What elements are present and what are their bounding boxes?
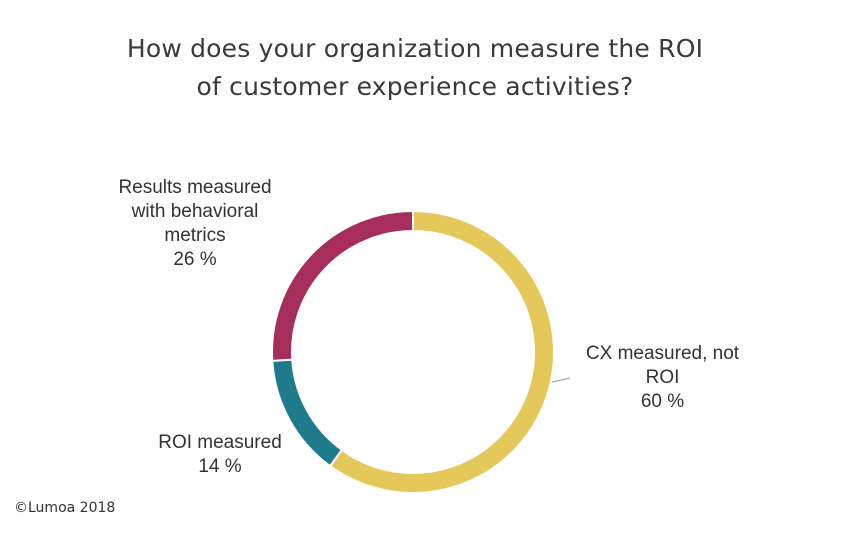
slice-label-results-measured-line-3: metrics — [164, 225, 226, 246]
slice-label-cx-measured: CX measured, not ROI 60 % — [575, 342, 750, 414]
donut-slices — [271, 209, 555, 494]
slice-label-cx-measured-line-1: CX measured, not — [585, 343, 740, 364]
chart-title-line-1: How does your organization measure the R… — [126, 34, 704, 63]
chart-title: How does your organization measure the R… — [0, 30, 830, 106]
slice-label-roi-measured: ROI measured 14 % — [130, 431, 310, 479]
chart-title-line-2: of customer experience activities? — [196, 72, 634, 101]
copyright-text: ©Lumoa 2018 — [14, 500, 116, 516]
slice-value-cx-measured: 60 % — [640, 391, 685, 412]
slice-value-results-measured: 26 % — [173, 249, 217, 270]
slice-results-behavioral-metrics — [271, 209, 414, 362]
slice-label-results-measured-line-2: with behavioral — [131, 201, 259, 222]
slice-leader-line-cx-measured — [551, 377, 571, 383]
slice-value-roi-measured: 14 % — [198, 456, 242, 477]
slice-label-cx-measured-line-2: ROI — [645, 367, 680, 388]
slice-label-roi-measured-line-1: ROI measured — [158, 432, 282, 453]
slice-label-results-measured: Results measured with behavioral metrics… — [100, 176, 290, 272]
slice-label-results-measured-line-1: Results measured — [118, 177, 272, 198]
slice-cx-measured-not-roi — [328, 209, 555, 494]
